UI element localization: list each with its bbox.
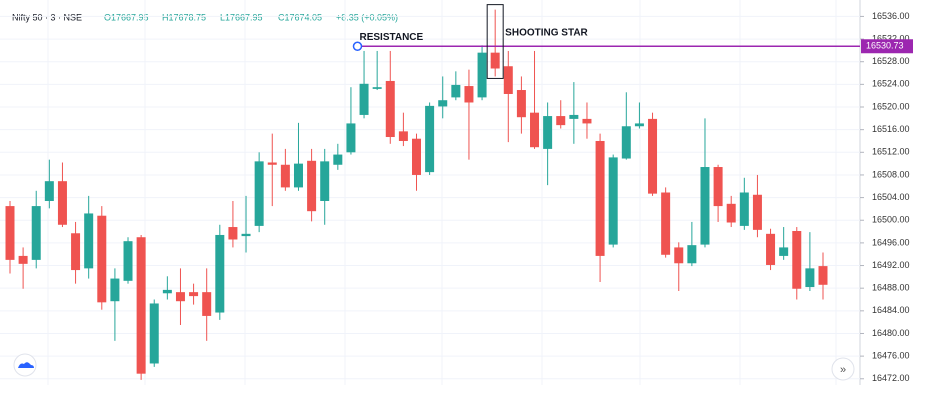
- candle-body: [202, 292, 212, 316]
- candle-body: [398, 131, 408, 141]
- candle-body: [123, 241, 133, 281]
- candle-body: [713, 167, 723, 207]
- y-tick-label: 16496.00: [872, 237, 910, 247]
- ohlc-value: L17667.95: [220, 12, 263, 22]
- candle-body: [700, 167, 710, 245]
- candle-body: [254, 161, 264, 226]
- ohlc-value: O17667.95: [104, 12, 149, 22]
- ohlc-value: H17678.75: [162, 12, 206, 22]
- candle-body: [320, 161, 330, 201]
- candle-body: [438, 100, 448, 107]
- candle-body: [792, 231, 802, 289]
- candle-body: [674, 247, 684, 264]
- candle-body: [556, 116, 566, 126]
- symbol: Nifty 50 · 3 · NSE: [12, 12, 82, 22]
- candle-body: [18, 255, 28, 264]
- candle-body: [228, 227, 238, 240]
- candle-body: [162, 289, 172, 294]
- candle-body: [136, 237, 146, 374]
- candle-body: [359, 83, 369, 115]
- scroll-button[interactable]: [831, 357, 855, 381]
- candle-body: [766, 233, 776, 265]
- candle-body: [97, 215, 107, 303]
- candle-body: [412, 138, 421, 175]
- ohlc-header: O17667.95 H17678.75 L17667.95 C17674.05 +8.3…: [104, 12, 398, 22]
- y-tick-label: 16500.00: [872, 215, 910, 225]
- candle-body: [739, 192, 749, 226]
- candle-body: [333, 154, 343, 165]
- candle-body: [464, 86, 474, 103]
- y-tick-label: 16532.00: [872, 33, 910, 43]
- resistance-anchor: [352, 41, 363, 52]
- candle-body: [241, 233, 251, 237]
- candle-body: [5, 206, 15, 260]
- candle-body: [805, 268, 815, 288]
- candle-body: [477, 52, 487, 98]
- y-tick-label: 16528.00: [872, 56, 910, 66]
- candle-body: [425, 105, 435, 173]
- y-tick-label: 16536.00: [872, 11, 910, 21]
- candle-body: [189, 292, 199, 297]
- candle-body: [752, 194, 762, 230]
- candle-body: [44, 181, 54, 201]
- candle-body: [71, 233, 81, 271]
- y-tick-label: 16504.00: [872, 192, 910, 202]
- ohlc-value: +8.35 (+0.05%): [336, 12, 398, 22]
- candle-body: [490, 52, 500, 69]
- candle-body: [582, 118, 592, 124]
- candle-body: [661, 192, 671, 255]
- candle-body: [215, 234, 225, 313]
- candle-body: [110, 278, 120, 302]
- candle-body: [569, 114, 579, 119]
- y-tick-label: 16508.00: [872, 169, 910, 179]
- candle-body: [779, 247, 789, 256]
- y-tick-label: 16524.00: [872, 79, 910, 89]
- candle-body: [595, 140, 605, 256]
- candle-body: [385, 80, 395, 138]
- ohlc-value: C17674.05: [278, 12, 322, 22]
- candle-body: [57, 181, 67, 225]
- candle-body: [372, 87, 382, 89]
- y-tick-label: 16520.00: [872, 101, 910, 111]
- candle-body: [503, 66, 513, 94]
- y-tick-label: 16512.00: [872, 147, 910, 157]
- candle-body: [530, 112, 540, 148]
- candle-body: [267, 162, 277, 165]
- candle-body: [634, 123, 644, 127]
- candle-body: [818, 266, 828, 285]
- y-tick-label: 16492.00: [872, 260, 910, 270]
- candle-body: [621, 126, 631, 159]
- candle-body: [608, 157, 618, 245]
- resistance-annotation: RESISTANCE: [359, 32, 423, 43]
- y-tick-label: 16488.00: [872, 283, 910, 293]
- candle-body: [543, 116, 553, 149]
- y-tick-label: 16516.00: [872, 124, 910, 134]
- y-tick-label: 16472.00: [872, 373, 910, 383]
- candle-body: [516, 90, 526, 118]
- price-label-box: [861, 39, 913, 54]
- pattern-annotation: SHOOTING STAR: [505, 28, 588, 39]
- logo-icon: [18, 362, 34, 368]
- y-tick-label: 16480.00: [872, 328, 910, 338]
- pattern-box: [486, 4, 504, 79]
- candle-body: [84, 213, 94, 269]
- candle-body: [280, 164, 290, 188]
- scroll-icon: »: [840, 364, 846, 376]
- candle-body: [648, 118, 658, 194]
- candle-body: [149, 303, 159, 364]
- icons: »: [13, 353, 855, 381]
- candle-body: [307, 160, 317, 212]
- candle-body: [451, 84, 461, 98]
- candle-body: [293, 163, 303, 188]
- candle-body: [726, 203, 736, 223]
- candle-body: [346, 123, 356, 153]
- candle-body: [175, 292, 185, 302]
- candle-body: [687, 245, 697, 264]
- y-tick-label: 16484.00: [872, 305, 910, 315]
- candle-body: [31, 206, 41, 260]
- price-label: 16530.73: [866, 41, 904, 51]
- y-tick-label: 16476.00: [872, 351, 910, 361]
